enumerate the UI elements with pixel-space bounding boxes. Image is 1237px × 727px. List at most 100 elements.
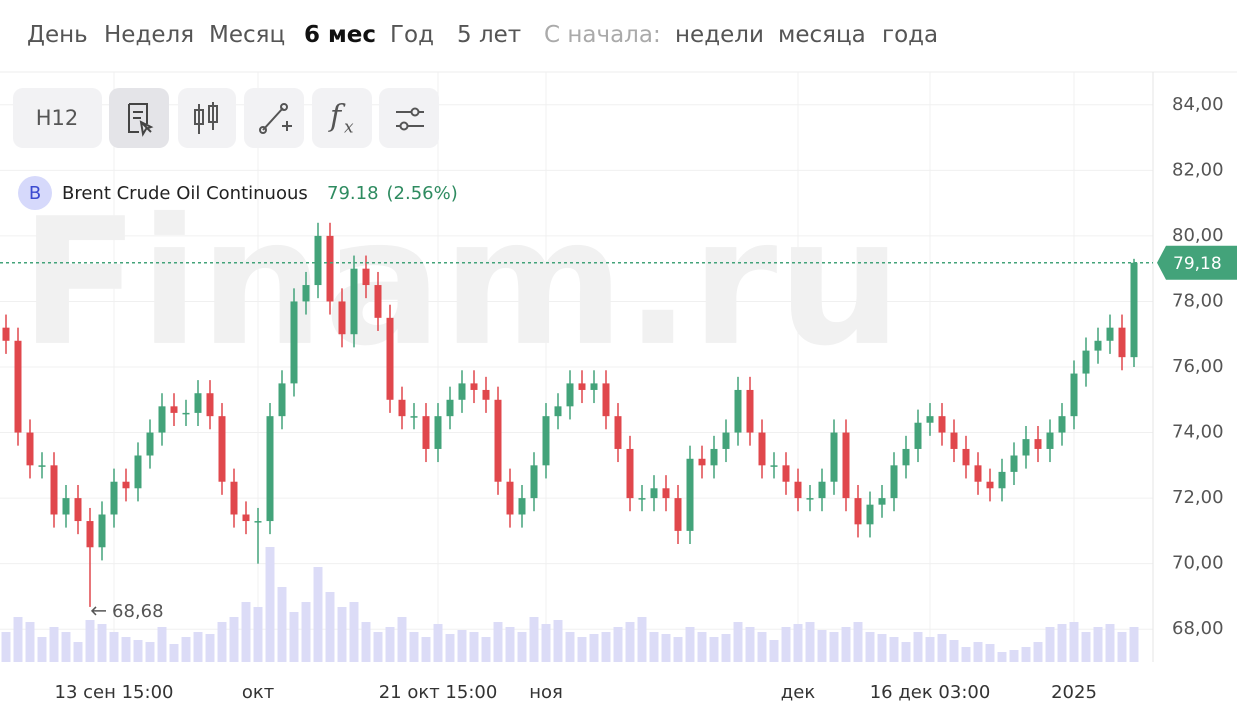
candle-body: [686, 458, 694, 531]
candle-body: [290, 301, 298, 384]
candle-body: [602, 383, 610, 417]
candle-body: [278, 383, 286, 417]
candle-body: [1082, 350, 1090, 374]
volume-bar: [721, 634, 731, 662]
volume-bar: [361, 622, 371, 662]
volume-bar: [1045, 627, 1055, 662]
candle-body: [1046, 432, 1054, 449]
candle-body: [806, 498, 814, 500]
y-tick-label: 80,00: [1172, 225, 1224, 246]
candle-body: [422, 416, 430, 449]
volume-bar: [649, 632, 659, 662]
x-tick-label: ноя: [529, 682, 563, 703]
interval-button[interactable]: [13, 88, 102, 148]
candle-body: [146, 432, 154, 456]
candle-body: [698, 458, 706, 466]
period-tab[interactable]: 6 мес: [304, 22, 377, 48]
candle-body: [650, 488, 658, 499]
since-tab[interactable]: месяца: [778, 22, 866, 48]
volume-bar: [373, 632, 383, 662]
since-tab[interactable]: недели: [675, 22, 764, 48]
candle-body: [1034, 439, 1042, 449]
period-tab[interactable]: Месяц: [209, 22, 286, 48]
select-tool-icon: [128, 103, 154, 137]
volume-bar: [985, 644, 995, 662]
volume-bar: [181, 637, 191, 662]
volume-bar: [121, 637, 131, 662]
candle-body: [1094, 340, 1102, 351]
candle-body: [626, 448, 634, 499]
volume-bar: [841, 627, 851, 662]
watermark: Finam.ru: [20, 182, 902, 385]
volume-bar: [901, 642, 911, 662]
candle-body: [890, 465, 898, 499]
volume-bar: [769, 640, 779, 662]
candle-body: [818, 481, 826, 499]
x-tick-label: дек: [781, 682, 816, 703]
volume-bar: [1129, 627, 1139, 662]
period-tab[interactable]: Неделя: [104, 22, 195, 48]
candle-body: [986, 481, 994, 489]
candle-body: [338, 301, 346, 335]
volume-bar: [673, 637, 683, 662]
volume-bar: [301, 602, 311, 662]
candle-body: [206, 393, 214, 417]
volume-bar: [1093, 627, 1103, 662]
volume-bar: [13, 617, 23, 662]
volume-bar: [49, 627, 59, 662]
volume-bar: [577, 637, 587, 662]
volume-bar: [97, 624, 107, 662]
y-tick-label: 68,00: [1172, 618, 1224, 639]
volume-bar: [973, 642, 983, 662]
volume-bar: [1117, 632, 1127, 662]
y-tick-label: 74,00: [1172, 422, 1224, 443]
instrument-badge: [18, 176, 52, 210]
y-tick-label: 76,00: [1172, 356, 1224, 377]
volume-bar: [169, 644, 179, 662]
volume-bar: [817, 630, 827, 662]
volume-bar: [853, 622, 863, 662]
volume-bar: [517, 632, 527, 662]
candle-body: [782, 465, 790, 482]
candle-body: [122, 481, 130, 489]
volume-bar: [217, 622, 227, 662]
volume-bar: [1033, 642, 1043, 662]
candle-body: [386, 317, 394, 400]
candle-body: [74, 498, 82, 522]
since-tab[interactable]: года: [882, 22, 939, 48]
volume-bar: [313, 567, 323, 662]
indicators-button[interactable]: [312, 88, 372, 148]
candle-body: [854, 498, 862, 525]
volume-bar: [337, 607, 347, 662]
volume-bar: [457, 630, 467, 662]
candle-body: [506, 481, 514, 515]
instrument-name: Brent Crude Oil Continuous: [62, 183, 308, 204]
volume-bar: [1009, 650, 1019, 662]
draw-icon: [262, 107, 292, 131]
volume-bar: [265, 547, 275, 662]
candle-body: [110, 481, 118, 515]
candle-body: [794, 481, 802, 499]
volume-bar: [937, 634, 947, 662]
volume-bar: [685, 627, 695, 662]
candle-body: [134, 455, 142, 489]
candle-body: [182, 412, 190, 415]
candle-body: [998, 471, 1006, 489]
candle-body: [530, 465, 538, 499]
volume-bar: [1057, 624, 1067, 662]
candle-body: [1058, 416, 1066, 433]
candle-body: [542, 416, 550, 466]
candle-body: [878, 498, 886, 505]
candle-body: [50, 465, 58, 515]
candles-button[interactable]: [178, 88, 236, 148]
candle-body: [326, 235, 334, 302]
volume-bar: [145, 642, 155, 662]
period-tab[interactable]: 5 лет: [457, 22, 522, 48]
period-tab[interactable]: День: [27, 22, 88, 48]
period-tab[interactable]: Год: [390, 22, 435, 48]
candle-body: [230, 481, 238, 515]
settings-button[interactable]: [379, 88, 439, 148]
candle-body: [218, 416, 226, 482]
candle-body: [470, 383, 478, 390]
